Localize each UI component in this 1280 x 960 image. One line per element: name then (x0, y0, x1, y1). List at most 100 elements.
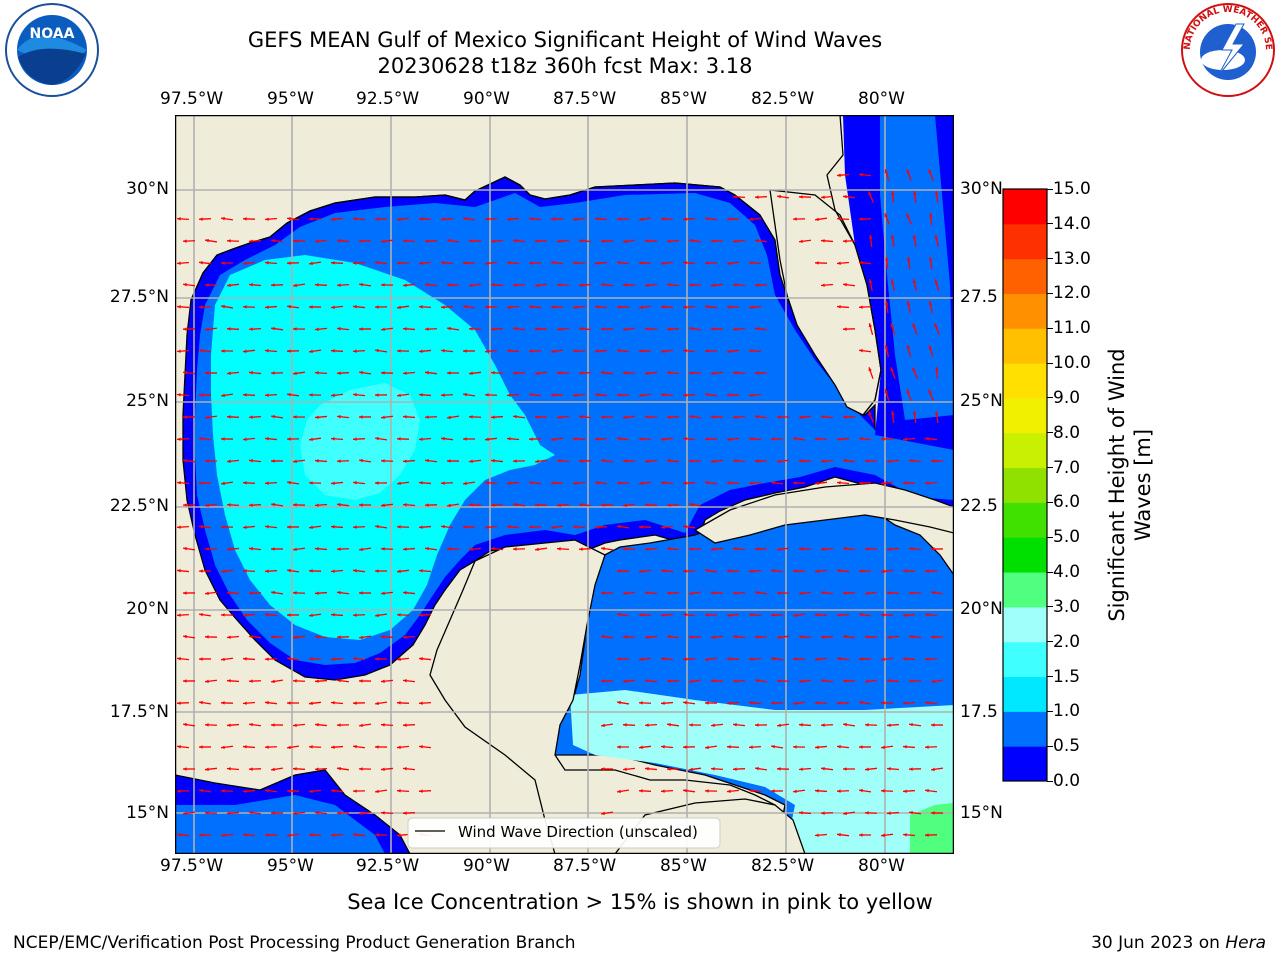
wind-wave-arrow (402, 767, 416, 771)
wind-wave-arrow (776, 635, 790, 640)
wind-wave-arrow (754, 678, 768, 683)
wind-wave-arrow (732, 679, 746, 683)
colorbar (1002, 188, 1048, 782)
wind-wave-arrow (182, 458, 196, 463)
wind-wave-arrow (336, 327, 350, 331)
wind-wave-arrow (462, 349, 476, 353)
wind-wave-arrow (424, 327, 438, 331)
wind-wave-arrow (622, 767, 636, 771)
wind-wave-arrow (418, 393, 432, 397)
wind-wave-arrow (286, 833, 300, 838)
wind-wave-arrow (358, 282, 372, 287)
colorbar-tick-label: 0.5 (1053, 736, 1081, 757)
wind-wave-arrow (924, 437, 938, 441)
wind-wave-arrow (836, 261, 850, 265)
wind-wave-arrow (534, 327, 548, 331)
wind-wave-arrow (468, 415, 482, 419)
wind-wave-arrow (748, 393, 762, 397)
colorbar-swatch (1003, 502, 1047, 538)
wind-wave-arrow (868, 411, 874, 423)
wind-wave-arrow (314, 635, 328, 639)
lat-label-right: 17.5 (960, 702, 998, 722)
colorbar-tick-mark (1047, 397, 1053, 399)
wind-wave-arrow (286, 568, 300, 573)
wind-wave-arrow (226, 811, 240, 815)
wind-wave-arrow (248, 371, 262, 375)
wind-wave-arrow (308, 569, 322, 573)
wind-wave-arrow (928, 389, 934, 401)
wind-wave-arrow (336, 547, 350, 551)
wind-wave-arrow (264, 217, 278, 221)
wind-wave-arrow (176, 393, 190, 397)
wind-wave-arrow (292, 679, 306, 683)
wind-wave-arrow (868, 191, 874, 203)
wind-wave-arrow (836, 613, 850, 617)
wind-wave-arrow (512, 547, 526, 551)
wind-wave-arrow (374, 613, 388, 618)
wind-wave-arrow (754, 195, 768, 199)
wind-wave-arrow (242, 349, 256, 353)
wind-wave-arrow (572, 481, 586, 485)
wind-wave-arrow (616, 524, 630, 529)
wind-wave-arrow (666, 371, 680, 375)
yucatan-peninsula (429, 539, 801, 854)
wind-wave-arrow (638, 789, 652, 793)
wind-wave-arrow (912, 323, 918, 335)
wind-wave-arrow (418, 657, 432, 661)
wind-wave-arrow (688, 591, 702, 596)
wind-wave-arrow (286, 392, 300, 397)
wind-wave-arrow (242, 261, 256, 266)
wind-wave-arrow (886, 679, 900, 683)
wind-wave-arrow (308, 613, 322, 618)
wind-wave-arrow (402, 679, 416, 683)
wind-wave-arrow (336, 723, 350, 727)
wind-wave-arrow (528, 261, 542, 265)
wind-wave-arrow (402, 283, 416, 287)
lat-label-right: 20°N (960, 599, 1003, 619)
wind-wave-arrow (666, 591, 680, 595)
wind-wave-arrow (220, 745, 234, 750)
wind-wave-arrow (226, 239, 240, 243)
wind-wave-arrow (906, 169, 912, 181)
wind-wave-arrow (440, 393, 454, 397)
wind-wave-arrow (792, 481, 806, 485)
wind-wave-arrow (638, 481, 652, 486)
wind-wave-arrow (556, 327, 570, 331)
chart-title: GEFS MEAN Gulf of Mexico Significant Hei… (247, 28, 883, 52)
wind-wave-arrow (578, 283, 592, 287)
wind-wave-arrow (792, 217, 806, 221)
wind-wave-arrow (710, 723, 724, 727)
wind-wave-arrow (770, 613, 784, 617)
wind-wave-arrow (292, 239, 306, 243)
wind-wave-arrow (418, 217, 432, 221)
wind-wave-arrow (380, 503, 394, 508)
wind-wave-arrow (440, 305, 454, 309)
wind-wave-arrow (396, 701, 410, 705)
colorbar-tick-label: 6.0 (1053, 492, 1081, 513)
wind-wave-arrow (908, 547, 922, 551)
wind-wave-arrow (375, 569, 387, 573)
wind-wave-arrow (242, 305, 256, 309)
wind-wave-arrow (512, 326, 526, 331)
wind-wave-arrow (248, 415, 262, 419)
wind-wave-arrow (292, 547, 306, 552)
wind-wave-arrow (934, 323, 940, 335)
wind-wave-arrow (884, 169, 890, 181)
wind-wave-arrow (682, 525, 696, 529)
wind-wave-arrow (880, 745, 894, 750)
wind-wave-arrow (820, 766, 834, 771)
wind-wave-arrow (446, 326, 460, 331)
wind-wave-arrow (732, 327, 746, 331)
wind-wave-arrow (242, 437, 256, 441)
wind-wave-arrow (418, 437, 432, 441)
noaa-logo-text: NOAA (30, 26, 75, 42)
wind-wave-arrow (396, 525, 410, 529)
wind-wave-arrow (908, 679, 922, 683)
wind-wave-arrow (934, 235, 939, 247)
wind-wave-arrow (928, 345, 934, 357)
wind-wave-arrow (644, 635, 658, 639)
wind-wave-arrows (176, 169, 944, 838)
colorbar-tick-label: 7.0 (1053, 457, 1081, 478)
wind-wave-arrow (600, 546, 614, 551)
wind-wave-arrow (682, 305, 696, 309)
